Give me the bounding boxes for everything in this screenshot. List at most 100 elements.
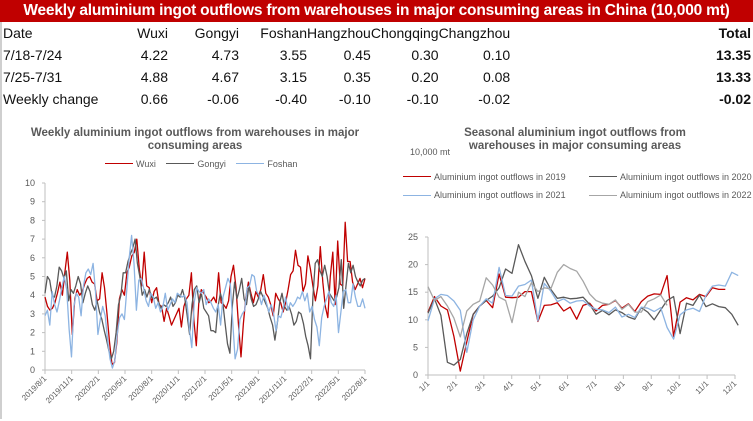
x-tick-label: 6/1 bbox=[557, 379, 572, 394]
series-line-aluminium-ingot-outflows-in-2022 bbox=[427, 263, 668, 338]
x-tick-label: 10/1 bbox=[665, 379, 683, 397]
cell: 0.30 bbox=[411, 47, 439, 63]
y-tick-label: 5 bbox=[30, 272, 35, 282]
x-tick-label: 3/1 bbox=[473, 379, 488, 394]
column-header: Hangzhou bbox=[307, 25, 371, 41]
x-tick-label: 5/1 bbox=[529, 379, 544, 394]
cell: 0.66 bbox=[140, 91, 168, 107]
cell: 0.20 bbox=[411, 69, 439, 85]
legend-item-wuxi: Wuxi bbox=[105, 159, 156, 169]
legend-label: Aluminium ingot outflows in 2022 bbox=[620, 190, 752, 200]
y-tick-label: 8 bbox=[30, 215, 35, 225]
y-tick-label: 4 bbox=[30, 290, 35, 300]
y-tick-label: 7 bbox=[30, 234, 35, 244]
legend-item-2019: Aluminium ingot outflows in 2019 bbox=[403, 169, 581, 185]
column-header: Foshan bbox=[260, 25, 307, 41]
y-tick-label: 0 bbox=[30, 365, 35, 375]
y-tick-label: 20 bbox=[408, 260, 418, 270]
legend-item-gongyi: Gongyi bbox=[166, 159, 226, 169]
series-line-foshan bbox=[44, 234, 366, 369]
right-chart-unit-label: 10,000 mt bbox=[410, 147, 451, 157]
cell: 13.35 bbox=[715, 47, 751, 63]
legend-label: Gongyi bbox=[197, 158, 226, 169]
y-tick-label: 10 bbox=[408, 315, 418, 325]
left-chart-title: Weekly aluminium ingot outflows from war… bbox=[30, 127, 360, 152]
cell: -0.06 bbox=[207, 91, 239, 107]
cell: 4.67 bbox=[211, 69, 239, 85]
cell: 13.33 bbox=[715, 69, 751, 85]
legend-swatch bbox=[166, 163, 195, 164]
right-chart-legend: Aluminium ingot outflows in 2019 Aluminiu… bbox=[403, 166, 753, 203]
table-row: Weekly change 0.66 -0.06 -0.40 -0.10 -0.… bbox=[3, 88, 751, 110]
cell: Weekly change bbox=[3, 91, 99, 107]
table-row: 7/25-7/31 4.88 4.67 3.15 0.35 0.20 0.08 … bbox=[3, 66, 751, 88]
legend-swatch bbox=[236, 163, 265, 164]
legend-swatch bbox=[589, 194, 617, 196]
y-tick-label: 10 bbox=[25, 178, 35, 188]
y-tick-label: 25 bbox=[408, 232, 418, 242]
table-header-row: Date Wuxi Gongyi Foshan Hangzhou Chongqi… bbox=[3, 22, 751, 44]
cell: 0.08 bbox=[482, 69, 511, 85]
y-tick-label: 6 bbox=[30, 253, 35, 263]
series-line-gongyi bbox=[44, 238, 366, 360]
cell: 4.88 bbox=[140, 69, 168, 85]
legend-item-foshan: Foshan bbox=[236, 159, 297, 169]
cell: 7/18-7/24 bbox=[3, 47, 63, 63]
legend-swatch bbox=[403, 176, 431, 177]
cell: -0.10 bbox=[406, 91, 439, 107]
legend-item-2021: Aluminium ingot outflows in 2021 bbox=[403, 187, 581, 203]
column-header: Gongyi bbox=[194, 25, 239, 41]
x-tick-label: 9/1 bbox=[640, 379, 655, 394]
legend-label: Wuxi bbox=[136, 158, 156, 169]
cell: 3.15 bbox=[279, 69, 307, 85]
x-tick-label: 12/1 bbox=[721, 379, 739, 397]
legend-item-2020: Aluminium ingot outflows in 2020 bbox=[589, 169, 752, 185]
column-header: Wuxi bbox=[137, 25, 168, 41]
y-tick-label: 2 bbox=[30, 328, 35, 338]
x-tick-label: 7/1 bbox=[585, 379, 600, 394]
legend-swatch bbox=[589, 176, 617, 177]
table-row: 7/18-7/24 4.22 4.73 3.55 0.45 0.30 0.10 … bbox=[3, 44, 751, 66]
y-tick-label: 1 bbox=[30, 346, 35, 356]
legend-label: Foshan bbox=[267, 158, 298, 169]
cell: 3.55 bbox=[279, 47, 307, 63]
cell: -0.40 bbox=[275, 91, 307, 107]
legend-label: Aluminium ingot outflows in 2021 bbox=[434, 190, 566, 200]
legend-label: Aluminium ingot outflows in 2019 bbox=[434, 171, 566, 182]
cell: 4.73 bbox=[211, 47, 239, 63]
x-tick-label: 1/1 bbox=[417, 379, 432, 394]
column-header: Total bbox=[718, 25, 751, 41]
cell: 4.22 bbox=[140, 47, 168, 63]
x-tick-label: 11/1 bbox=[694, 379, 711, 396]
cell: 0.10 bbox=[482, 47, 511, 63]
legend-swatch bbox=[403, 194, 431, 196]
x-tick-label: 2/1 bbox=[445, 379, 460, 394]
cell: -0.10 bbox=[338, 91, 371, 107]
summary-table: Date Wuxi Gongyi Foshan Hangzhou Chongqi… bbox=[3, 22, 751, 110]
y-tick-label: 0 bbox=[413, 370, 418, 380]
legend-label: Aluminium ingot outflows in 2020 bbox=[620, 171, 752, 182]
cell: -0.02 bbox=[478, 91, 511, 107]
cell: 0.35 bbox=[343, 69, 371, 85]
cell: 7/25-7/31 bbox=[3, 69, 63, 85]
y-tick-label: 5 bbox=[413, 342, 418, 352]
left-chart-legend: Wuxi Gongyi Foshan bbox=[105, 156, 305, 169]
x-tick-label: 4/1 bbox=[501, 379, 516, 394]
cell: 0.45 bbox=[343, 47, 371, 63]
legend-item-2022: Aluminium ingot outflows in 2022 bbox=[589, 187, 752, 203]
column-header: Chongqing bbox=[370, 25, 439, 41]
cell: -0.02 bbox=[719, 91, 751, 107]
right-chart-title: Seasonal aluminium ingot outflows from w… bbox=[464, 127, 686, 152]
y-tick-label: 9 bbox=[30, 197, 35, 207]
report-title: Weekly aluminium ingot outflows from war… bbox=[0, 0, 753, 22]
y-tick-label: 3 bbox=[30, 309, 35, 319]
column-header: Changzhou bbox=[438, 25, 511, 41]
series-line-aluminium-ingot-outflows-in-2021 bbox=[427, 266, 739, 354]
y-tick-label: 15 bbox=[408, 287, 418, 297]
x-tick-label: 8/1 bbox=[613, 379, 628, 394]
legend-swatch bbox=[105, 163, 133, 164]
column-header: Date bbox=[3, 25, 33, 41]
